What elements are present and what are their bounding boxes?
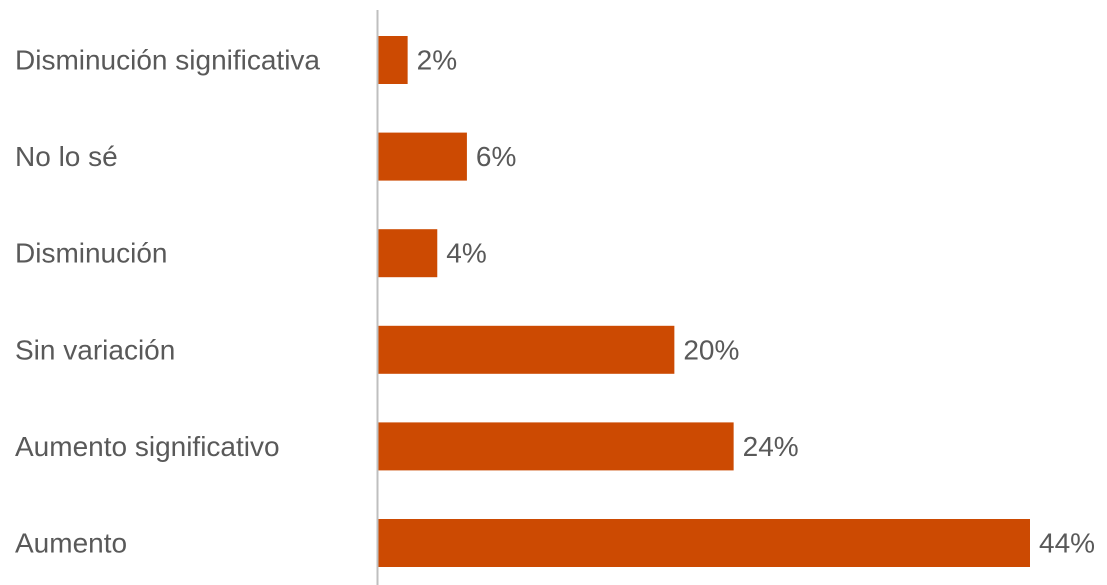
bar <box>378 132 467 181</box>
bar <box>378 229 438 278</box>
category-label: Aumento significativo <box>15 431 280 462</box>
bars <box>378 36 1030 567</box>
category-labels: Disminución significativa No lo sé Disminu… <box>15 45 320 559</box>
value-label: 20% <box>683 334 739 365</box>
value-label: 2% <box>417 45 457 76</box>
category-label: Disminución significativa <box>15 45 320 76</box>
value-labels: 2% 6% 4% 20% 24% 44% <box>417 45 1095 559</box>
category-label: Disminución <box>15 238 168 269</box>
bar <box>378 422 734 471</box>
value-label: 24% <box>743 431 799 462</box>
bar <box>378 325 675 374</box>
category-label: Aumento <box>15 528 127 559</box>
category-label: No lo sé <box>15 141 118 172</box>
bar <box>378 519 1030 567</box>
bar <box>378 36 408 84</box>
value-label: 4% <box>446 238 486 269</box>
value-label: 6% <box>476 141 516 172</box>
category-label: Sin variación <box>15 334 175 365</box>
value-label: 44% <box>1039 528 1095 559</box>
